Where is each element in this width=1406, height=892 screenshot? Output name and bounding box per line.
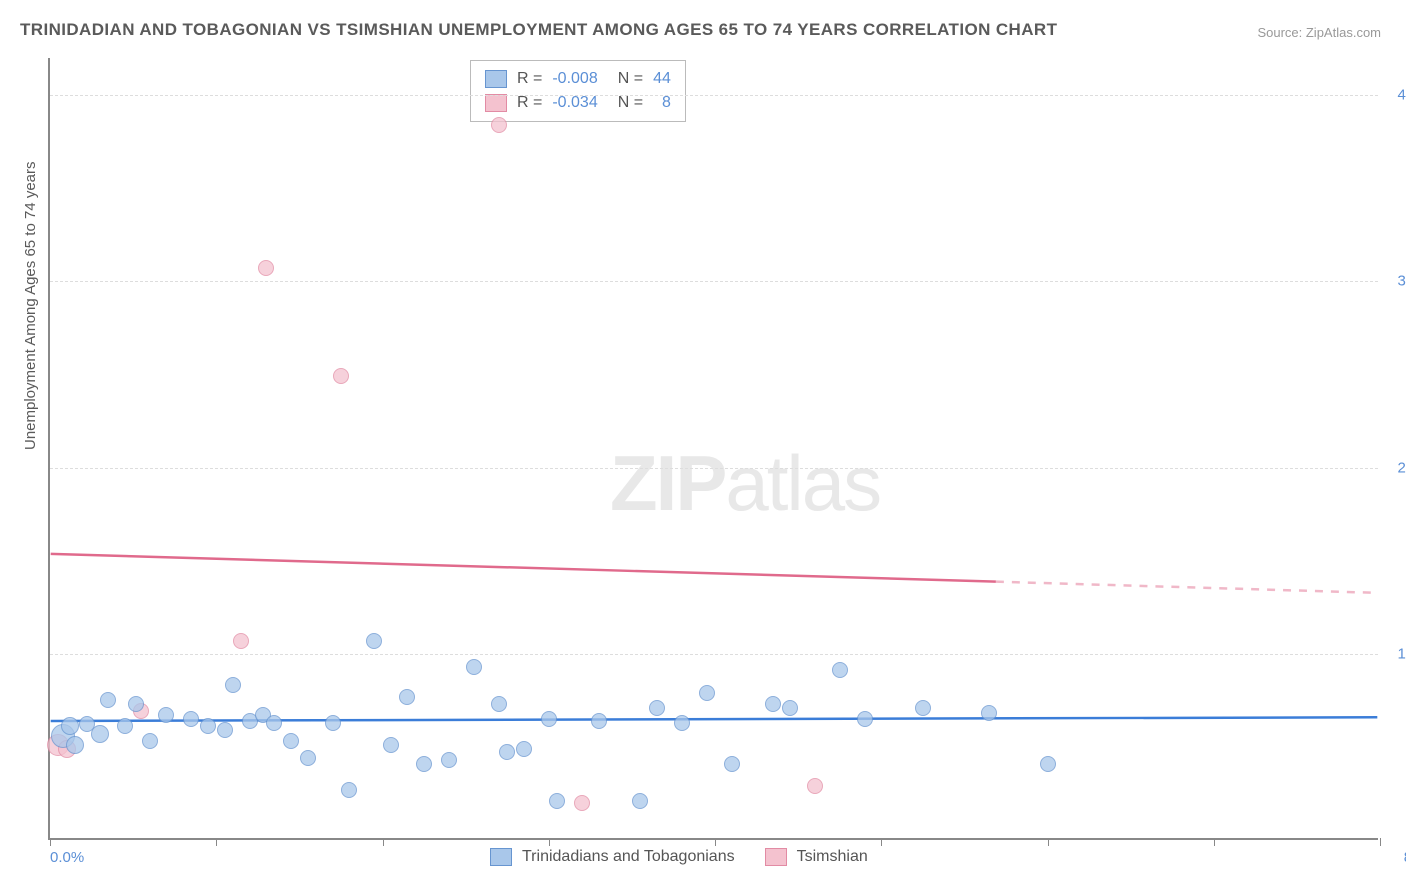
gridline bbox=[50, 281, 1378, 282]
scatter-point-series1 bbox=[466, 659, 482, 675]
scatter-point-series2 bbox=[491, 117, 507, 133]
x-tick bbox=[549, 838, 550, 846]
scatter-point-series1 bbox=[91, 725, 109, 743]
legend-swatch bbox=[490, 848, 512, 866]
legend-swatch bbox=[765, 848, 787, 866]
trend-line bbox=[996, 582, 1377, 593]
scatter-point-series1 bbox=[225, 677, 241, 693]
watermark: ZIPatlas bbox=[610, 438, 880, 529]
scatter-point-series1 bbox=[674, 715, 690, 731]
gridline bbox=[50, 468, 1378, 469]
x-axis-min-label: 0.0% bbox=[50, 849, 84, 866]
scatter-point-series1 bbox=[217, 722, 233, 738]
x-tick bbox=[1048, 838, 1049, 846]
scatter-point-series2 bbox=[807, 778, 823, 794]
scatter-point-series1 bbox=[366, 633, 382, 649]
source-attribution: Source: ZipAtlas.com bbox=[1257, 25, 1381, 40]
scatter-point-series1 bbox=[158, 707, 174, 723]
scatter-point-series1 bbox=[649, 700, 665, 716]
scatter-point-series1 bbox=[549, 793, 565, 809]
scatter-point-series1 bbox=[541, 711, 557, 727]
watermark-bold: ZIP bbox=[610, 439, 725, 527]
x-tick bbox=[715, 838, 716, 846]
scatter-point-series1 bbox=[832, 662, 848, 678]
scatter-point-series1 bbox=[491, 696, 507, 712]
scatter-point-series1 bbox=[142, 733, 158, 749]
scatter-point-series2 bbox=[233, 633, 249, 649]
x-tick bbox=[1214, 838, 1215, 846]
scatter-point-series1 bbox=[765, 696, 781, 712]
y-tick-label: 20.0% bbox=[1397, 459, 1406, 476]
legend-correlation-row: R = -0.008 N = 44 bbox=[485, 67, 671, 91]
x-tick bbox=[881, 838, 882, 846]
scatter-point-series1 bbox=[341, 782, 357, 798]
x-tick bbox=[216, 838, 217, 846]
scatter-point-series1 bbox=[632, 793, 648, 809]
scatter-point-series1 bbox=[183, 711, 199, 727]
scatter-point-series1 bbox=[782, 700, 798, 716]
legend-swatch bbox=[485, 70, 507, 88]
legend-series-item: Trinidadians and Tobagonians bbox=[490, 848, 735, 866]
scatter-point-series1 bbox=[128, 696, 144, 712]
scatter-point-series1 bbox=[441, 752, 457, 768]
scatter-point-series1 bbox=[499, 744, 515, 760]
plot-area: ZIPatlas R =-0.008N =44R =-0.034N = 8 Tr… bbox=[48, 58, 1378, 840]
scatter-point-series1 bbox=[200, 718, 216, 734]
gridline bbox=[50, 654, 1378, 655]
scatter-point-series1 bbox=[857, 711, 873, 727]
chart-title: TRINIDADIAN AND TOBAGONIAN VS TSIMSHIAN … bbox=[20, 20, 1057, 40]
scatter-point-series1 bbox=[100, 692, 116, 708]
x-tick bbox=[383, 838, 384, 846]
gridline bbox=[50, 95, 1378, 96]
watermark-light: atlas bbox=[725, 439, 880, 527]
scatter-point-series2 bbox=[258, 260, 274, 276]
trend-line bbox=[51, 554, 996, 582]
scatter-point-series1 bbox=[383, 737, 399, 753]
y-axis-label: Unemployment Among Ages 65 to 74 years bbox=[22, 161, 39, 450]
scatter-point-series1 bbox=[915, 700, 931, 716]
scatter-point-series1 bbox=[61, 717, 79, 735]
legend-series-item: Tsimshian bbox=[765, 848, 868, 866]
legend-series-label: Tsimshian bbox=[797, 848, 868, 866]
scatter-point-series1 bbox=[325, 715, 341, 731]
scatter-point-series1 bbox=[981, 705, 997, 721]
legend-series-label: Trinidadians and Tobagonians bbox=[522, 848, 735, 866]
y-tick-label: 10.0% bbox=[1397, 645, 1406, 662]
x-tick bbox=[50, 838, 51, 846]
scatter-point-series1 bbox=[724, 756, 740, 772]
r-label: R = bbox=[517, 67, 542, 91]
scatter-point-series1 bbox=[283, 733, 299, 749]
scatter-point-series1 bbox=[591, 713, 607, 729]
scatter-point-series1 bbox=[117, 718, 133, 734]
scatter-point-series1 bbox=[266, 715, 282, 731]
scatter-point-series1 bbox=[300, 750, 316, 766]
scatter-point-series1 bbox=[66, 736, 84, 754]
legend-swatch bbox=[485, 94, 507, 112]
scatter-point-series1 bbox=[699, 685, 715, 701]
legend-series: Trinidadians and Tobagonians Tsimshian bbox=[490, 848, 868, 866]
n-label: N = bbox=[618, 67, 643, 91]
x-tick bbox=[1380, 838, 1381, 846]
scatter-point-series1 bbox=[1040, 756, 1056, 772]
scatter-point-series2 bbox=[333, 368, 349, 384]
y-tick-label: 30.0% bbox=[1397, 273, 1406, 290]
scatter-point-series1 bbox=[416, 756, 432, 772]
scatter-point-series1 bbox=[399, 689, 415, 705]
legend-correlation: R =-0.008N =44R =-0.034N = 8 bbox=[470, 60, 686, 122]
y-tick-label: 40.0% bbox=[1397, 87, 1406, 104]
scatter-point-series2 bbox=[574, 795, 590, 811]
r-value: -0.008 bbox=[552, 67, 597, 91]
n-value: 44 bbox=[653, 67, 671, 91]
scatter-point-series1 bbox=[516, 741, 532, 757]
